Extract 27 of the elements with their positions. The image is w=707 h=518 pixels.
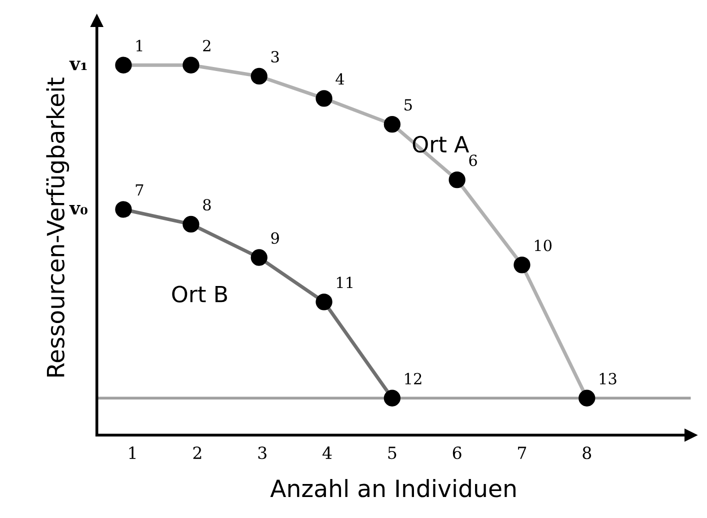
x-tick-label: 8 [582,446,592,460]
x-tick-label: 7 [518,446,526,459]
annotation: 11 [337,276,352,288]
text: v₁ [69,60,87,70]
annotation: 10 [534,240,552,252]
annotation: 3 [271,50,279,63]
annotation: 8 [203,198,211,211]
series-label: Ort B [172,286,227,302]
series-label: Ort A [412,136,470,153]
text: v₀ [69,205,88,214]
annotation: 9 [271,232,279,244]
annotation: 1 [136,40,142,52]
y-axis-title: Ressourcen-Verfügbarkeit [46,78,70,377]
annotation: 12 [405,372,422,384]
x-tick-label: 4 [322,446,332,459]
annotation: 5 [404,99,412,111]
x-tick-label: 5 [388,446,396,460]
x-tick-label: 2 [193,446,202,459]
annotation: 2 [203,40,210,52]
annotation: 6 [469,154,477,166]
annotation: 7 [136,184,144,196]
x-tick-label: 6 [452,446,462,460]
x-tick-label: 3 [258,446,266,460]
x-tick-label: 1 [129,446,136,459]
annotation: 4 [336,73,344,85]
annotation: 13 [600,372,616,384]
x-axis-title: Anzahl an Individuen [270,479,516,498]
